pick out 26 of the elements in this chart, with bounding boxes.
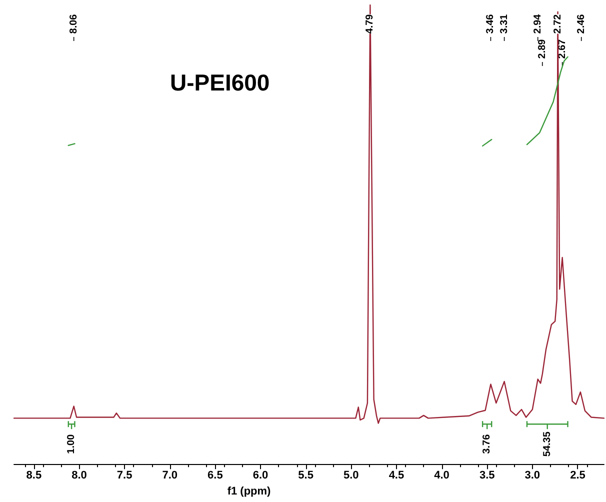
annotation: 3.46 [485,14,496,34]
x-tick-label: 5.5 [298,470,314,482]
x-tick-label: 7.0 [162,470,178,482]
x-tick-label: 8.0 [72,470,87,482]
annotation: 2.72 [552,14,564,34]
x-tick-label: 3.0 [524,470,540,482]
text: U-PEI600 [170,70,270,96]
x-tick-label: 6.5 [208,470,223,482]
annotation: 3.31 [498,14,510,34]
x-axis-title: f1 (ppm) [227,486,272,498]
x-tick-label: 8.5 [26,470,42,482]
annotation: 2.94 [532,14,544,34]
annotation: 4.79 [364,14,376,34]
x-tick-label: 4.0 [434,470,450,482]
annotation: 2.89 [536,38,548,59]
annotation: 3.76 [482,434,493,454]
x-tick-label: 7.5 [116,470,132,482]
x-tick-label: 2.5 [570,470,586,482]
annotation: 54.35 [542,431,553,457]
annotation: 1.00 [66,434,78,454]
x-tick-label: 3.5 [479,470,495,482]
annotation: 2.46 [576,14,587,34]
x-tick-label: 6.0 [252,470,268,482]
annotation: 8.06 [68,14,80,34]
x-tick-label: 4.5 [388,470,404,482]
x-tick-label: 5.0 [343,470,359,482]
